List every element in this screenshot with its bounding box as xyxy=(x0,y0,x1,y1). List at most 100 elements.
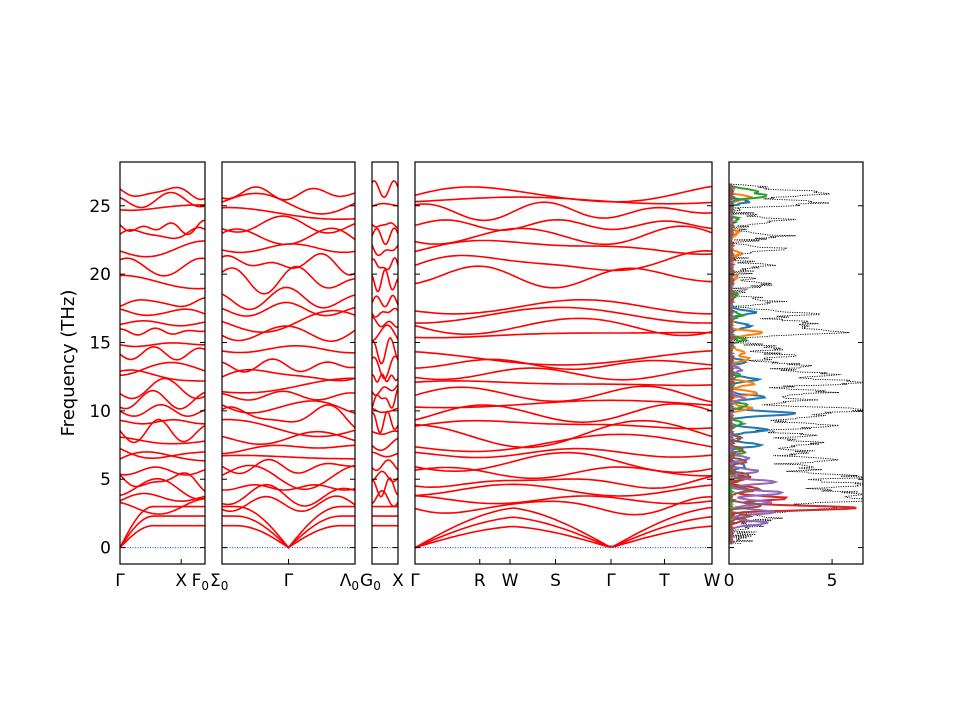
band-line xyxy=(120,377,205,400)
band-line xyxy=(222,464,355,491)
x-tick-label: X xyxy=(175,571,187,591)
band-line xyxy=(222,252,355,276)
band-line xyxy=(222,515,355,549)
band-line xyxy=(415,218,712,231)
band-line xyxy=(120,327,205,336)
band-line xyxy=(222,286,355,311)
band-line xyxy=(120,515,205,549)
band-line xyxy=(120,274,205,290)
band-line xyxy=(120,447,205,459)
band-line xyxy=(372,294,398,308)
x-tick-label: S xyxy=(550,571,561,591)
band-line xyxy=(120,436,205,445)
band-line xyxy=(222,192,355,215)
band-line xyxy=(222,358,355,373)
band-line xyxy=(120,297,205,308)
x-tick-label: Γ xyxy=(410,571,420,591)
band-line xyxy=(222,444,355,455)
band-line xyxy=(222,454,355,460)
projected-dos-line-5 xyxy=(729,183,785,545)
band-line xyxy=(372,410,398,434)
band-line xyxy=(222,524,355,549)
band-line xyxy=(222,505,355,549)
band-line xyxy=(372,227,398,246)
band-line xyxy=(120,320,205,327)
x-tick-label: Γ xyxy=(115,571,125,591)
dos-frame xyxy=(728,161,864,565)
band-line xyxy=(415,358,712,371)
band-line xyxy=(120,369,205,382)
band-line xyxy=(415,306,712,324)
band-line xyxy=(120,240,205,258)
band-line xyxy=(222,390,355,401)
band-line xyxy=(120,191,205,209)
band-line xyxy=(222,495,355,513)
band-line xyxy=(415,525,712,549)
band-line xyxy=(120,257,205,277)
band-line xyxy=(222,483,355,491)
band-line xyxy=(415,299,712,315)
band-line xyxy=(222,430,355,445)
band-line xyxy=(415,496,712,516)
y-tick-label-20: 20 xyxy=(89,265,111,285)
band-line xyxy=(222,215,355,234)
band-panels: Γ X F0 Σ0 Γ Λ0 G0 X Γ R W S Γ T W xyxy=(115,161,721,593)
band-line xyxy=(415,447,712,459)
band-line xyxy=(372,222,398,229)
band-line xyxy=(415,350,712,366)
dos-x-tick-label-0: 0 xyxy=(724,571,735,591)
band-line xyxy=(372,244,398,257)
y-tick-label-15: 15 xyxy=(89,333,111,353)
band-line xyxy=(372,388,398,409)
x-tick-label: G0 xyxy=(360,571,381,593)
x-tick-label: W xyxy=(502,571,519,591)
band-line xyxy=(372,307,398,318)
band-panel-sigma0-gamma-lambda0: Σ0 Γ Λ0 xyxy=(210,161,359,593)
band-line xyxy=(415,385,712,403)
band-line xyxy=(222,243,355,254)
dos-x-tick-label-5: 5 xyxy=(827,571,838,591)
band-line xyxy=(415,317,712,337)
band-line xyxy=(222,458,355,475)
band-line xyxy=(120,451,205,462)
y-tick-label-25: 25 xyxy=(89,197,111,217)
band-line xyxy=(415,419,712,449)
x-tick-label: R xyxy=(474,571,486,591)
panel-frame xyxy=(119,161,206,565)
band-line xyxy=(372,407,398,414)
band-line xyxy=(415,419,712,430)
band-line xyxy=(415,495,712,505)
band-line xyxy=(372,459,398,472)
band-line xyxy=(120,219,205,236)
projected-dos-line-6 xyxy=(729,183,763,545)
band-line xyxy=(415,451,712,474)
band-line xyxy=(415,433,712,453)
x-tick-label: X xyxy=(392,571,404,591)
band-line xyxy=(120,342,205,348)
band-line xyxy=(372,180,398,198)
band-line xyxy=(372,257,398,271)
x-tick-label: Λ0 xyxy=(340,571,359,593)
x-tick-label: W xyxy=(704,571,721,591)
band-line xyxy=(222,265,355,295)
band-line xyxy=(120,389,205,410)
band-line xyxy=(120,497,205,515)
band-line xyxy=(372,477,398,498)
band-line xyxy=(222,186,355,201)
band-line xyxy=(415,483,712,497)
band-line xyxy=(415,475,712,490)
band-line xyxy=(222,483,355,507)
band-line xyxy=(415,239,712,256)
band-line xyxy=(222,206,355,220)
x-tick-label: Γ xyxy=(606,571,616,591)
band-line xyxy=(415,506,712,549)
band-line xyxy=(120,403,205,418)
band-line xyxy=(372,470,398,483)
band-line xyxy=(372,451,398,458)
band-line xyxy=(120,505,205,548)
band-panel-g0-x: G0 X xyxy=(360,161,404,593)
band-line xyxy=(120,361,205,376)
band-line xyxy=(372,268,398,293)
